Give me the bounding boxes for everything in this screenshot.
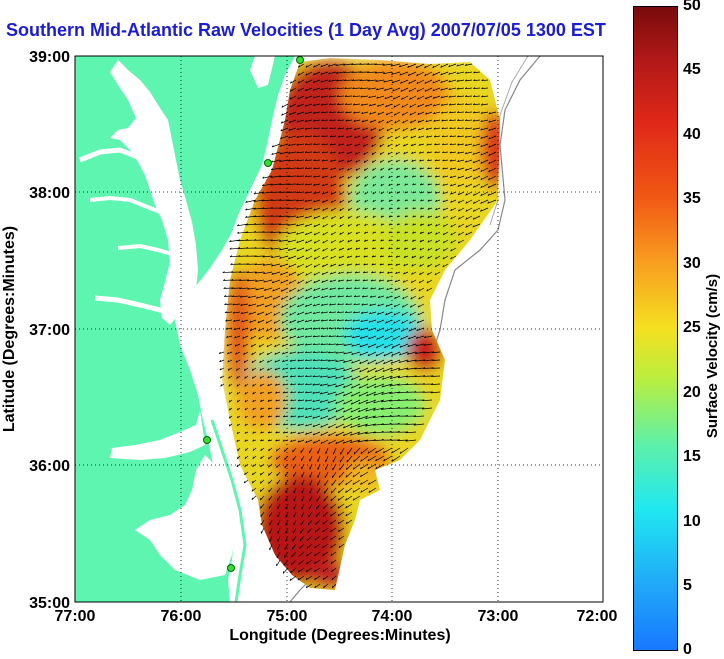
colorbar-tick: 25 — [683, 319, 701, 336]
y-tick-label: 39:00 — [29, 49, 70, 66]
x-tick-label: 77:00 — [55, 608, 96, 625]
colorbar-tick: 35 — [683, 190, 701, 207]
colorbar — [633, 6, 678, 651]
james-river — [94, 295, 181, 321]
chesapeake-bay — [110, 60, 198, 325]
y-tick-label: 38:00 — [29, 185, 70, 202]
colorbar-tick: 5 — [683, 577, 692, 594]
station-marker — [296, 56, 304, 64]
x-tick-label: 74:00 — [372, 608, 413, 625]
colorbar-tick: 10 — [683, 513, 701, 530]
colorbar-label: Surface Velocity (cm/s) — [704, 274, 721, 438]
radar-stations — [203, 56, 304, 572]
colorbar-tick: 45 — [683, 61, 701, 78]
x-tick-labels: 77:00 76:00 75:00 74:00 73:00 72:00 — [55, 608, 618, 625]
y-axis-label: Latitude (Degrees:Minutes) — [1, 226, 18, 432]
x-tick-label: 76:00 — [161, 608, 202, 625]
x-tick-label: 75:00 — [267, 608, 308, 625]
colorbar-tick: 30 — [683, 255, 701, 272]
colorbar-tick: 15 — [683, 448, 701, 465]
colorbar-tick: 0 — [683, 641, 692, 658]
y-tick-labels: 39:00 38:00 37:00 36:00 35:00 — [29, 49, 70, 612]
colorbar-label-wrap: Surface Velocity (cm/s) — [704, 274, 721, 438]
rappahannock-river — [89, 195, 169, 217]
land-mass — [75, 56, 295, 602]
colorbar-tick: 20 — [683, 384, 701, 401]
pamlico-sound — [135, 455, 238, 580]
station-marker — [227, 564, 235, 572]
potomac-river — [79, 147, 161, 168]
vector-arrows-path — [218, 62, 497, 589]
colorbar-tick: 40 — [683, 126, 701, 143]
outer-banks — [210, 419, 247, 602]
x-tick-label: 72:00 — [577, 608, 618, 625]
delaware-bay — [250, 56, 275, 88]
albemarle-sound — [110, 410, 205, 460]
map-title: Southern Mid-Atlantic Raw Velocities (1 … — [6, 20, 606, 40]
y-tick-label: 35:00 — [29, 595, 70, 612]
y-tick-label: 36:00 — [29, 458, 70, 475]
colorbar-tick: 50 — [683, 0, 701, 14]
x-axis-label: Longitude (Degrees:Minutes) — [229, 627, 450, 644]
low-velocity-patch — [345, 310, 425, 360]
grid-lines — [75, 56, 603, 602]
station-marker — [203, 436, 211, 444]
velocity-vectors — [218, 62, 497, 589]
york-river — [117, 243, 176, 257]
station-marker — [264, 159, 272, 167]
x-tick-label: 73:00 — [478, 608, 519, 625]
y-tick-label: 37:00 — [29, 322, 70, 339]
